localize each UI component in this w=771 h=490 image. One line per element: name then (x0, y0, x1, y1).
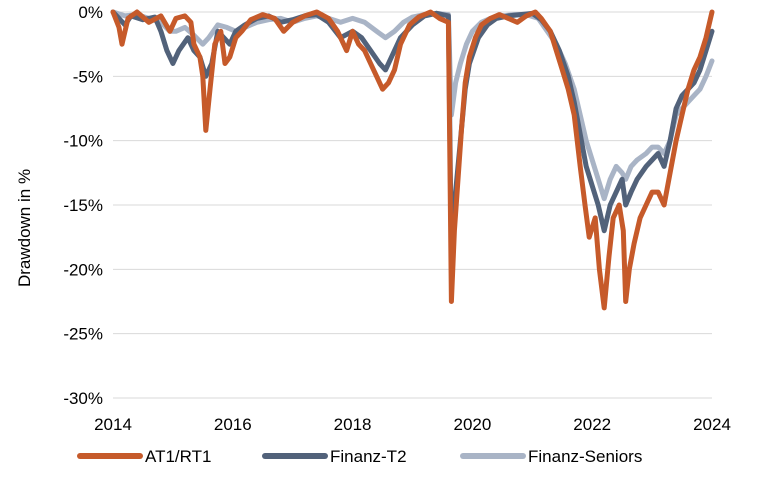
series-line-finanz-seniors (110, 9, 715, 202)
y-tick-label: -25% (63, 325, 103, 344)
y-tick-label: -20% (63, 260, 103, 279)
legend-label: Finanz-T2 (330, 447, 407, 466)
y-tick-label: 0% (78, 3, 103, 22)
series-layer (110, 9, 715, 311)
x-tick-label: 2018 (334, 415, 372, 434)
legend-label: Finanz-Seniors (528, 447, 642, 466)
x-tick-label: 2014 (94, 415, 132, 434)
y-tick-label: -5% (73, 67, 103, 86)
y-tick-label: -30% (63, 389, 103, 408)
legend-label: AT1/RT1 (145, 447, 211, 466)
x-tick-label: 2016 (214, 415, 252, 434)
y-tick-label: -10% (63, 132, 103, 151)
y-axis-title: Drawdown in % (15, 169, 34, 287)
x-tick-label: 2024 (693, 415, 731, 434)
x-tick-labels: 2014 2016 2018 2020 2022 2024 (94, 415, 731, 434)
series-line-at1-rt1 (110, 9, 715, 311)
y-tick-labels: 0% -5% -10% -15% -20% -25% -30% (63, 3, 103, 408)
legend: AT1/RT1 Finanz-T2 Finanz-Seniors (77, 447, 642, 466)
x-tick-label: 2020 (453, 415, 491, 434)
x-tick-label: 2022 (573, 415, 611, 434)
y-tick-label: -15% (63, 196, 103, 215)
